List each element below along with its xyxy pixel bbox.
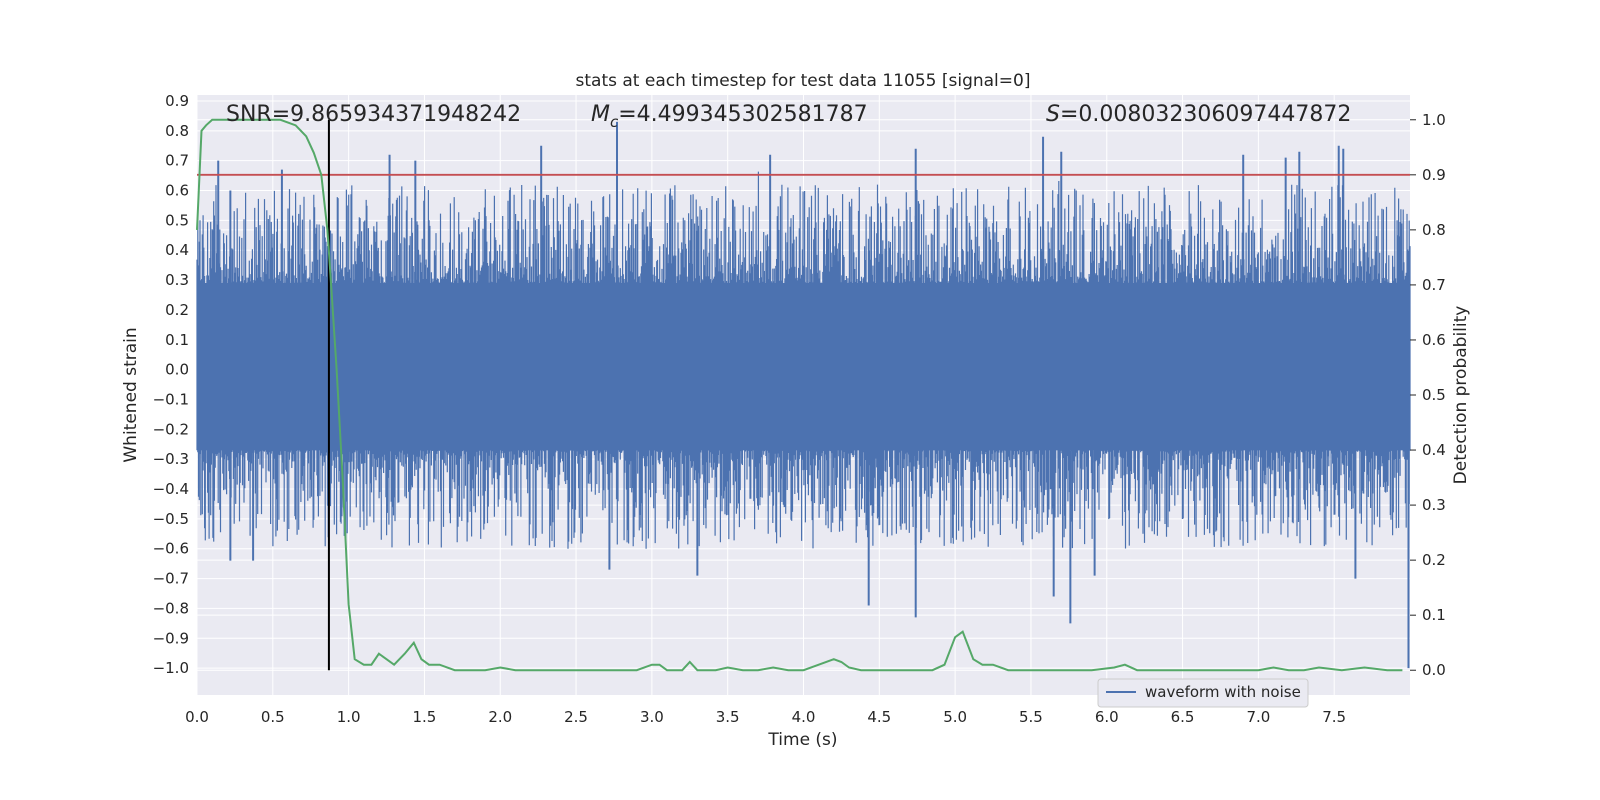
s-value: =0.008032306097447872 xyxy=(1060,102,1351,127)
mc-symbol: M xyxy=(591,102,610,127)
y2-tick-label: 1.0 xyxy=(1422,111,1446,129)
y-tick-label: 0.1 xyxy=(165,331,189,349)
y2-tick-label: 0.9 xyxy=(1422,166,1446,184)
y-tick-label: −0.8 xyxy=(153,599,189,617)
y-tick-label: −0.2 xyxy=(153,420,189,438)
legend: waveform with noise xyxy=(1097,678,1309,708)
y2-tick-label: 0.5 xyxy=(1422,386,1446,404)
overlay-series xyxy=(196,118,1410,672)
mc-subscript: c xyxy=(610,113,619,131)
y2-tick-label: 0.8 xyxy=(1422,221,1446,239)
mc-value: =4.499345302581787 xyxy=(618,102,867,127)
x-axis-label: Time (s) xyxy=(767,730,837,750)
y-tick-label: −0.3 xyxy=(153,450,189,468)
s-symbol: S xyxy=(1046,102,1060,127)
y-tick-label: 0.6 xyxy=(165,182,189,200)
y2-tick-label: 0.6 xyxy=(1422,331,1446,349)
detection-probability-line xyxy=(196,118,1403,672)
legend-box xyxy=(1097,678,1309,708)
x-tick-label: 5.0 xyxy=(943,708,967,726)
y-tick-label: 0.7 xyxy=(165,152,189,170)
y2-tick-label: 0.0 xyxy=(1422,661,1446,679)
y2-tick-label: 0.2 xyxy=(1422,551,1446,569)
waveform-series xyxy=(196,121,1411,669)
y-tick-label: −0.6 xyxy=(153,540,189,558)
legend-label: waveform with noise xyxy=(1145,683,1301,701)
chart-title: stats at each timestep for test data 110… xyxy=(576,71,1031,91)
x-tick-label: 4.5 xyxy=(867,708,891,726)
x-tick-label: 1.5 xyxy=(413,708,437,726)
y2-tick-labels: 0.0 0.1 0.2 0.3 0.4 0.5 0.6 0.7 0.8 0.9 1.0 xyxy=(1410,111,1446,679)
y-tick-label: −0.5 xyxy=(153,510,189,528)
x-tick-label: 6.5 xyxy=(1171,708,1195,726)
y-tick-label: 0.2 xyxy=(165,301,189,319)
waveform-line xyxy=(196,171,1411,549)
y2-axis-label: Detection probability xyxy=(1451,306,1471,485)
x-tick-label: 7.0 xyxy=(1246,708,1270,726)
y-tick-label: −0.7 xyxy=(153,570,189,588)
x-tick-label: 7.5 xyxy=(1322,708,1346,726)
y-tick-label: 0.8 xyxy=(165,122,189,140)
y-axis-label: Whitened strain xyxy=(121,327,141,462)
y-tick-label: −0.9 xyxy=(153,629,189,647)
snr-annotation: SNR=9.865934371948242 xyxy=(226,102,521,127)
y2-tick-label: 0.1 xyxy=(1422,606,1446,624)
y-tick-label: 0.4 xyxy=(165,241,189,259)
x-tick-label: 3.5 xyxy=(716,708,740,726)
y-tick-label: −0.4 xyxy=(153,480,189,498)
y-tick-label: −0.1 xyxy=(153,390,189,408)
x-tick-label: 0.0 xyxy=(185,708,209,726)
y2-tick-label: 0.3 xyxy=(1422,496,1446,514)
y-tick-label: 0.3 xyxy=(165,271,189,289)
y-tick-label: 0.5 xyxy=(165,211,189,229)
x-tick-label: 2.0 xyxy=(488,708,512,726)
x-tick-label: 3.0 xyxy=(640,708,664,726)
y-tick-label: 0.9 xyxy=(165,92,189,110)
x-tick-label: 4.0 xyxy=(792,708,816,726)
x-tick-label: 0.5 xyxy=(261,708,285,726)
x-tick-labels: 0.0 0.5 1.0 1.5 2.0 2.5 3.0 3.5 4.0 4.5 5.0 5.5 6.0 6… xyxy=(185,708,1346,726)
x-tick-label: 6.0 xyxy=(1095,708,1119,726)
x-tick-label: 2.5 xyxy=(564,708,588,726)
chirp-mass-annotation: Mc=4.499345302581787 xyxy=(591,102,868,131)
x-tick-label: 1.0 xyxy=(337,708,361,726)
y2-tick-label: 0.4 xyxy=(1422,441,1446,459)
s-annotation: S=0.008032306097447872 xyxy=(1046,102,1351,127)
x-tick-label: 5.5 xyxy=(1019,708,1043,726)
y-tick-label: 0.0 xyxy=(165,361,189,379)
y-tick-labels: 0.9 0.8 0.7 0.6 0.5 0.4 0.3 0.2 0.1 0.0 −0.1 −0.2 −0… xyxy=(153,92,189,677)
y2-tick-label: 0.7 xyxy=(1422,276,1446,294)
y-tick-label: −1.0 xyxy=(153,659,189,677)
